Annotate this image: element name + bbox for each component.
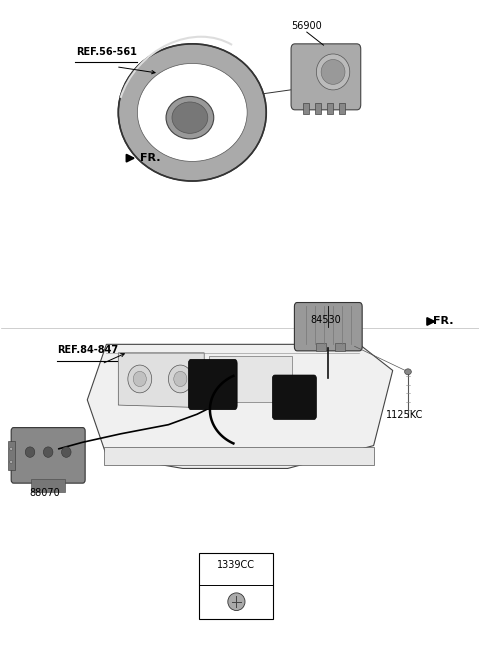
Ellipse shape	[405, 369, 411, 375]
Text: REF.84-847: REF.84-847	[57, 346, 118, 356]
Text: 84530: 84530	[311, 315, 341, 325]
Ellipse shape	[25, 447, 35, 457]
Polygon shape	[87, 344, 393, 468]
Bar	[327, 102, 333, 114]
Bar	[336, 343, 345, 351]
FancyBboxPatch shape	[291, 44, 361, 110]
FancyBboxPatch shape	[189, 359, 237, 409]
Text: FR.: FR.	[140, 153, 160, 163]
Text: 88070: 88070	[29, 488, 60, 498]
Bar	[303, 102, 309, 114]
Text: 1125KC: 1125KC	[386, 409, 423, 420]
Ellipse shape	[166, 96, 214, 139]
Ellipse shape	[321, 60, 345, 85]
Ellipse shape	[172, 102, 208, 133]
Ellipse shape	[43, 447, 53, 457]
Ellipse shape	[118, 44, 266, 181]
Text: 1339CC: 1339CC	[217, 560, 255, 570]
Polygon shape	[118, 353, 204, 407]
Text: REF.56-561: REF.56-561	[76, 47, 137, 57]
FancyBboxPatch shape	[11, 428, 85, 483]
Ellipse shape	[10, 447, 12, 451]
Bar	[199, 554, 274, 619]
Ellipse shape	[316, 54, 350, 90]
Ellipse shape	[133, 371, 146, 386]
Text: FR.: FR.	[433, 316, 454, 327]
Text: 56900: 56900	[291, 21, 322, 31]
Bar	[316, 343, 326, 351]
FancyBboxPatch shape	[273, 375, 316, 419]
Bar	[209, 356, 292, 402]
Ellipse shape	[137, 64, 247, 161]
Ellipse shape	[10, 461, 12, 464]
Ellipse shape	[228, 593, 245, 611]
Bar	[32, 479, 65, 491]
Ellipse shape	[168, 365, 192, 393]
Bar	[339, 102, 345, 114]
FancyBboxPatch shape	[294, 302, 362, 351]
Ellipse shape	[61, 447, 71, 457]
Ellipse shape	[128, 365, 152, 393]
Bar	[315, 102, 321, 114]
Bar	[104, 447, 373, 465]
Bar	[8, 441, 14, 470]
Ellipse shape	[174, 371, 187, 386]
